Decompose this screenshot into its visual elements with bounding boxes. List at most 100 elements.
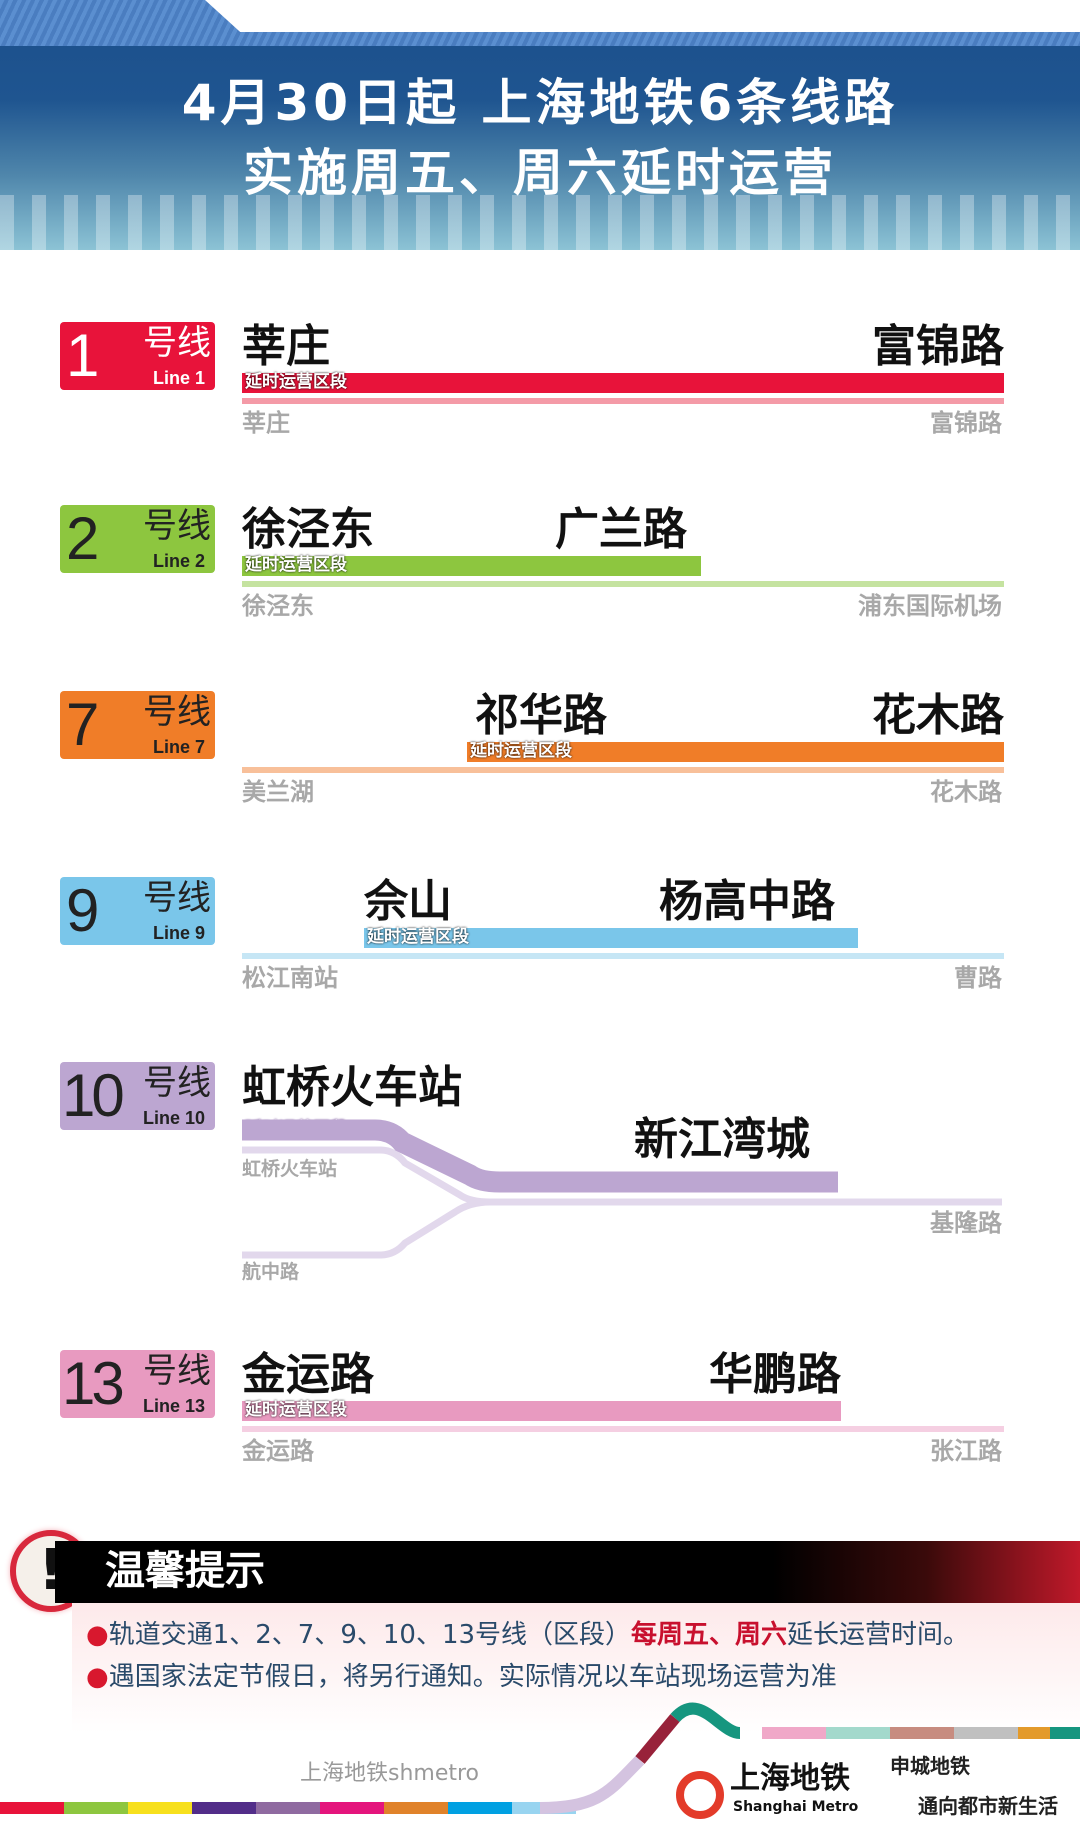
end-b: 浦东国际机场 bbox=[858, 592, 1002, 620]
station-from: 虹桥火车站 bbox=[242, 1062, 462, 1113]
full-line-bar bbox=[242, 767, 1004, 773]
line-10-extended-bar bbox=[242, 1119, 838, 1193]
section-label: 延时运营区段 bbox=[367, 927, 469, 947]
station-from: 莘庄 bbox=[242, 321, 330, 372]
end-b: 花木路 bbox=[930, 778, 1002, 806]
full-line-bar bbox=[242, 398, 1004, 404]
line-english: Line 2 bbox=[152, 551, 205, 571]
tip-1: ●轨道交通1、2、7、9、10、13号线（区段）每周五、周六延长运营时间。 bbox=[86, 1620, 969, 1651]
section-label: 延时运营区段 bbox=[470, 741, 572, 761]
line-english: Line 7 bbox=[152, 737, 205, 757]
station-from: 佘山 bbox=[364, 876, 452, 927]
line-suffix: 号线 bbox=[143, 1351, 211, 1391]
line-suffix: 号线 bbox=[143, 878, 211, 918]
footer-stripe bbox=[64, 1802, 128, 1814]
line-13-badge: 13 号线 Line 13 bbox=[60, 1350, 215, 1418]
station-to: 新江湾城 bbox=[634, 1114, 810, 1165]
footer-stripe-top bbox=[1018, 1727, 1050, 1739]
extended-section-bar: 延时运营区段 bbox=[242, 556, 701, 576]
line-9-badge: 9 号线 Line 9 bbox=[60, 877, 215, 945]
tip-2: ●遇国家法定节假日，将另行通知。实际情况以车站现场运营为准 bbox=[86, 1662, 837, 1693]
bullet-icon: ● bbox=[86, 1662, 109, 1692]
end-a: 莘庄 bbox=[242, 409, 290, 437]
line-suffix: 号线 bbox=[143, 323, 211, 363]
footer-stripe bbox=[0, 1802, 64, 1814]
line-english: Line 1 bbox=[152, 368, 205, 388]
extended-section-bar: 延时运营区段 bbox=[467, 742, 1004, 762]
footer-stripe bbox=[320, 1802, 384, 1814]
line-suffix: 号线 bbox=[143, 1063, 211, 1103]
footer-stripe-top bbox=[954, 1727, 1018, 1739]
full-line-bar bbox=[242, 581, 1004, 587]
station-to: 花木路 bbox=[872, 690, 1004, 741]
footer-stripe-top bbox=[1050, 1727, 1080, 1739]
title-line-1: 4月30日起 上海地铁6条线路 bbox=[181, 74, 899, 132]
end-c: 航中路 bbox=[242, 1261, 300, 1283]
line-english: Line 13 bbox=[142, 1396, 205, 1416]
full-line-bar bbox=[242, 1426, 1004, 1432]
footer-stripe-top bbox=[890, 1727, 954, 1739]
line-number: 1 bbox=[66, 322, 100, 389]
line-number: 10 bbox=[62, 1062, 125, 1129]
end-a: 虹桥火车站 bbox=[242, 1158, 338, 1180]
section-label: 延时运营区段 bbox=[245, 1400, 347, 1420]
logo-en: Shanghai Metro bbox=[733, 1799, 859, 1815]
end-b: 基隆路 bbox=[930, 1209, 1002, 1237]
footer-stripe bbox=[448, 1802, 512, 1814]
end-b: 曹路 bbox=[954, 964, 1002, 992]
tips-box bbox=[72, 1603, 1080, 1733]
footer-stripe bbox=[192, 1802, 256, 1814]
section-label: 延时运营区段 bbox=[245, 555, 347, 575]
end-a: 徐泾东 bbox=[242, 592, 314, 620]
footer-stripe-top bbox=[826, 1727, 890, 1739]
line-number: 13 bbox=[62, 1350, 125, 1417]
line-10-badge: 10 号线 Line 10 bbox=[60, 1062, 215, 1130]
section-label: 延时运营区段 bbox=[245, 372, 347, 392]
header-checker-pattern bbox=[0, 195, 1080, 250]
footer-stripe bbox=[128, 1802, 192, 1814]
footer-stripe bbox=[256, 1802, 320, 1814]
bullet-icon: ● bbox=[86, 1620, 109, 1650]
title-line-2: 实施周五、周六延时运营 bbox=[243, 144, 837, 202]
station-to: 华鹏路 bbox=[709, 1349, 841, 1400]
slogan-2: 通向都市新生活 bbox=[918, 1794, 1058, 1818]
line-english: Line 9 bbox=[152, 923, 205, 943]
station-to: 广兰路 bbox=[555, 504, 687, 555]
tip-2-text: 遇国家法定节假日，将另行通知。实际情况以车站现场运营为准 bbox=[108, 1662, 837, 1692]
tip-1-end: 延长运营时间。 bbox=[787, 1620, 970, 1650]
station-to: 杨高中路 bbox=[659, 876, 835, 927]
station-from: 祁华路 bbox=[475, 690, 607, 741]
line-number: 2 bbox=[66, 505, 100, 572]
footer-stripe-top bbox=[762, 1727, 826, 1739]
line-1-badge: 1 号线 Line 1 bbox=[60, 322, 215, 390]
footer-stripe bbox=[384, 1802, 448, 1814]
slogan-1: 申城地铁 bbox=[890, 1754, 970, 1778]
station-from: 徐泾东 bbox=[242, 504, 374, 555]
extended-section-bar: 延时运营区段 bbox=[364, 928, 858, 948]
metro-logo-icon bbox=[676, 1771, 724, 1819]
line-suffix: 号线 bbox=[143, 506, 211, 546]
tips-header: 温馨提示 bbox=[55, 1541, 1080, 1603]
line-2-badge: 2 号线 Line 2 bbox=[60, 505, 215, 573]
tip-1-text: 轨道交通1、2、7、9、10、13号线（区段） bbox=[108, 1620, 632, 1650]
line-number: 7 bbox=[66, 691, 100, 758]
tips-title: 温馨提示 bbox=[105, 1548, 265, 1594]
station-from: 金运路 bbox=[242, 1349, 374, 1400]
tip-1-highlight: 每周五、周六 bbox=[631, 1620, 788, 1650]
line-number: 9 bbox=[66, 877, 100, 944]
station-to: 富锦路 bbox=[872, 321, 1004, 372]
end-a: 松江南站 bbox=[242, 964, 338, 992]
end-a: 美兰湖 bbox=[242, 778, 314, 806]
end-b: 张江路 bbox=[930, 1437, 1002, 1465]
end-b: 富锦路 bbox=[930, 409, 1002, 437]
header-notch bbox=[205, 0, 1080, 32]
line-10-light-lower bbox=[242, 1198, 491, 1259]
header-banner: 4月30日起 上海地铁6条线路 实施周五、周六延时运营 bbox=[0, 0, 1080, 250]
full-line-bar bbox=[242, 953, 1004, 959]
line-suffix: 号线 bbox=[143, 692, 211, 732]
watermark: 上海地铁shmetro bbox=[300, 1761, 480, 1786]
end-a: 金运路 bbox=[242, 1437, 314, 1465]
line-english: Line 10 bbox=[142, 1108, 205, 1128]
